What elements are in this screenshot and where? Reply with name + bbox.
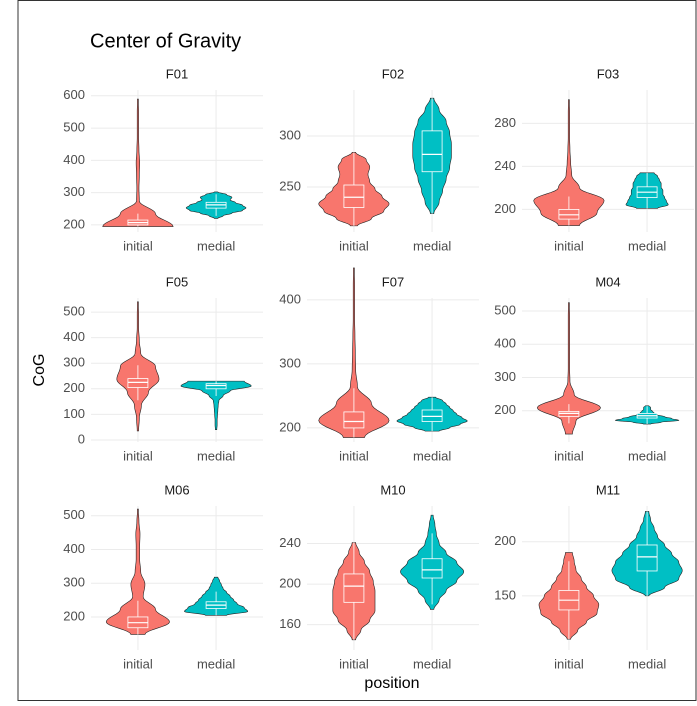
x-tick-label: medial <box>197 448 235 463</box>
y-tick-label: 300 <box>279 127 301 142</box>
violin <box>533 99 605 226</box>
y-tick-label: 200 <box>279 419 301 434</box>
x-tick-label: medial <box>628 238 666 253</box>
y-tick-label: 160 <box>279 616 301 631</box>
x-tick-label: initial <box>554 238 584 253</box>
box <box>421 558 443 579</box>
violin <box>536 302 601 435</box>
x-tick-label: initial <box>339 238 369 253</box>
y-tick-label: 250 <box>279 178 301 193</box>
y-tick-label: 600 <box>63 87 85 102</box>
x-tick-label: medial <box>413 656 451 671</box>
box <box>343 573 365 603</box>
panel-title: M06 <box>164 482 189 497</box>
y-tick-label: 400 <box>63 152 85 167</box>
y-tick-label: 150 <box>494 587 516 602</box>
violin <box>102 98 174 227</box>
y-tick-label: 400 <box>63 329 85 344</box>
violin <box>105 508 170 635</box>
panel-title: M10 <box>380 482 405 497</box>
y-tick-label: 500 <box>494 302 516 317</box>
x-tick-label: initial <box>554 448 584 463</box>
y-tick-label: 240 <box>279 535 301 550</box>
y-tick-label: 400 <box>279 291 301 306</box>
y-tick-label: 200 <box>494 402 516 417</box>
y-tick-label: 300 <box>63 184 85 199</box>
x-axis-label: position <box>364 675 419 692</box>
x-tick-label: medial <box>413 448 451 463</box>
panel-title: F02 <box>382 66 404 81</box>
y-tick-label: 200 <box>63 216 85 231</box>
panel-title: F01 <box>166 66 188 81</box>
y-tick-label: 200 <box>63 380 85 395</box>
panel-title: M11 <box>596 482 620 497</box>
box <box>421 409 443 422</box>
x-tick-label: initial <box>339 656 369 671</box>
box <box>421 130 443 173</box>
box <box>127 378 149 388</box>
x-tick-label: medial <box>628 656 666 671</box>
y-tick-label: 500 <box>63 304 85 319</box>
x-tick-label: medial <box>413 238 451 253</box>
y-tick-label: 200 <box>63 608 85 623</box>
y-tick-label: 280 <box>494 115 516 130</box>
panel-title: F03 <box>597 66 619 81</box>
violin <box>318 267 390 438</box>
y-tick-label: 200 <box>279 576 301 591</box>
chart-title: Center of Gravity <box>90 30 241 52</box>
x-tick-label: initial <box>123 238 153 253</box>
box <box>636 544 658 572</box>
box <box>205 383 227 390</box>
box <box>343 184 365 208</box>
x-tick-label: initial <box>123 656 153 671</box>
x-tick-label: medial <box>197 238 235 253</box>
x-tick-label: medial <box>628 448 666 463</box>
y-tick-label: 300 <box>63 355 85 370</box>
panel-title: M04 <box>595 274 620 289</box>
y-tick-label: 0 <box>78 431 85 446</box>
panel-title: F05 <box>166 274 188 289</box>
y-tick-label: 300 <box>63 575 85 590</box>
y-tick-label: 400 <box>494 336 516 351</box>
box <box>343 411 365 429</box>
x-tick-label: initial <box>339 448 369 463</box>
y-tick-label: 300 <box>279 355 301 370</box>
y-tick-label: 500 <box>63 120 85 135</box>
y-tick-label: 200 <box>494 201 516 216</box>
x-tick-label: initial <box>554 656 584 671</box>
y-tick-label: 100 <box>63 406 85 421</box>
y-tick-label: 400 <box>63 541 85 556</box>
x-tick-label: medial <box>197 656 235 671</box>
y-tick-label: 300 <box>494 369 516 384</box>
y-tick-label: 200 <box>494 533 516 548</box>
panel-title: F07 <box>382 274 404 289</box>
y-tick-label: 240 <box>494 158 516 173</box>
violin <box>180 380 252 431</box>
y-tick-label: 500 <box>63 507 85 522</box>
y-axis-label: CoG <box>31 354 48 387</box>
x-tick-label: initial <box>123 448 153 463</box>
